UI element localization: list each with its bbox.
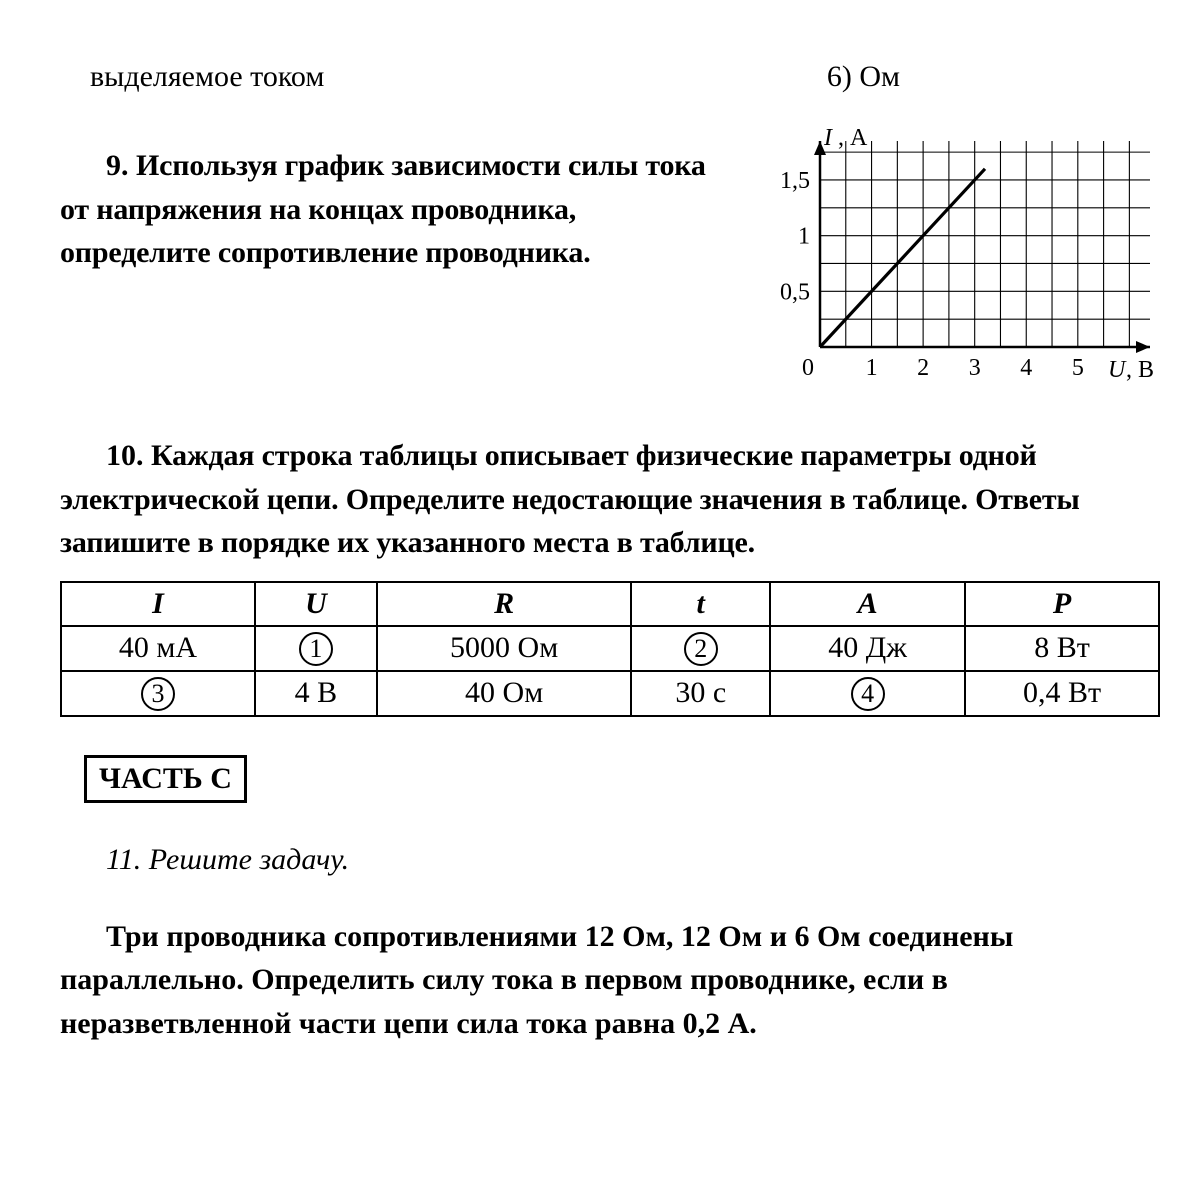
table-cell: 3 xyxy=(61,671,255,716)
question-10-text: 10. Каждая строка таблицы описывает физи… xyxy=(60,434,1160,565)
circled-number: 2 xyxy=(684,632,718,666)
circled-number: 4 xyxy=(851,677,885,711)
table-row: 3 4 В40 Ом30 с 4 0,4 Вт xyxy=(61,671,1159,716)
table-column-header: U xyxy=(255,582,377,626)
q11-body: Три проводника сопротивлениями 12 Ом, 12… xyxy=(60,915,1160,1046)
table-cell: 40 Ом xyxy=(377,671,631,716)
svg-text:4: 4 xyxy=(1020,355,1032,381)
table-cell: 40 Дж xyxy=(770,626,965,671)
svg-text:0: 0 xyxy=(802,355,814,381)
table-column-header: R xyxy=(377,582,631,626)
q9-body: Используя график зависимости силы тока о… xyxy=(60,149,706,269)
iv-chart-svg: 1 2 3 4 5 0,5 1 1,5 0 I, А U, В xyxy=(750,129,1160,389)
table-cell: 0,4 Вт xyxy=(965,671,1159,716)
svg-text:, В: , В xyxy=(1126,357,1154,383)
circled-number: 3 xyxy=(141,677,175,711)
svg-text:2: 2 xyxy=(917,355,929,381)
iv-chart: 1 2 3 4 5 0,5 1 1,5 0 I, А U, В xyxy=(750,129,1160,389)
svg-text:I: I xyxy=(823,129,833,151)
q9-number: 9. xyxy=(106,149,129,182)
fragment-top: выделяемое током 6) Ом xyxy=(60,60,1160,94)
svg-text:3: 3 xyxy=(969,355,981,381)
q10-number: 10. xyxy=(106,439,144,472)
question-9-row: 9. Используя график зависимости силы ток… xyxy=(60,129,1160,389)
data-table: IURtAP 40 мА 1 5000 Ом 2 40 Дж8 Вт 3 4 В40 Ом3… xyxy=(60,581,1160,717)
table-body: 40 мА 1 5000 Ом 2 40 Дж8 Вт 3 4 В40 Ом30 с 4 0,4… xyxy=(61,626,1159,716)
svg-text:, А: , А xyxy=(838,129,868,151)
table-cell: 4 В xyxy=(255,671,377,716)
svg-text:U: U xyxy=(1108,357,1127,383)
table-cell: 5000 Ом xyxy=(377,626,631,671)
table-cell: 30 с xyxy=(631,671,770,716)
q11-body-text: Три проводника сопротивлениями 12 Ом, 12… xyxy=(60,920,1013,1040)
table-column-header: P xyxy=(965,582,1159,626)
table-column-header: A xyxy=(770,582,965,626)
table-header-row: IURtAP xyxy=(61,582,1159,626)
circled-number: 1 xyxy=(299,632,333,666)
question-9-text: 9. Используя график зависимости силы ток… xyxy=(60,129,720,389)
table-cell: 1 xyxy=(255,626,377,671)
table-row: 40 мА 1 5000 Ом 2 40 Дж8 Вт xyxy=(61,626,1159,671)
table-cell: 4 xyxy=(770,671,965,716)
svg-text:1: 1 xyxy=(798,224,810,250)
table-cell: 40 мА xyxy=(61,626,255,671)
q11-title: 11. Решите задачу. xyxy=(60,843,1160,877)
svg-text:5: 5 xyxy=(1072,355,1084,381)
svg-text:0,5: 0,5 xyxy=(780,279,810,305)
table-cell: 8 Вт xyxy=(965,626,1159,671)
table-column-header: I xyxy=(61,582,255,626)
table-cell: 2 xyxy=(631,626,770,671)
part-c-label: ЧАСТЬ С xyxy=(84,755,247,803)
fragment-top-right: 6) Ом xyxy=(827,60,1160,94)
svg-text:1,5: 1,5 xyxy=(780,168,810,194)
svg-text:1: 1 xyxy=(866,355,878,381)
q10-body: Каждая строка таблицы описывает физическ… xyxy=(60,439,1080,559)
table-column-header: t xyxy=(631,582,770,626)
fragment-top-left: выделяемое током xyxy=(90,60,324,94)
